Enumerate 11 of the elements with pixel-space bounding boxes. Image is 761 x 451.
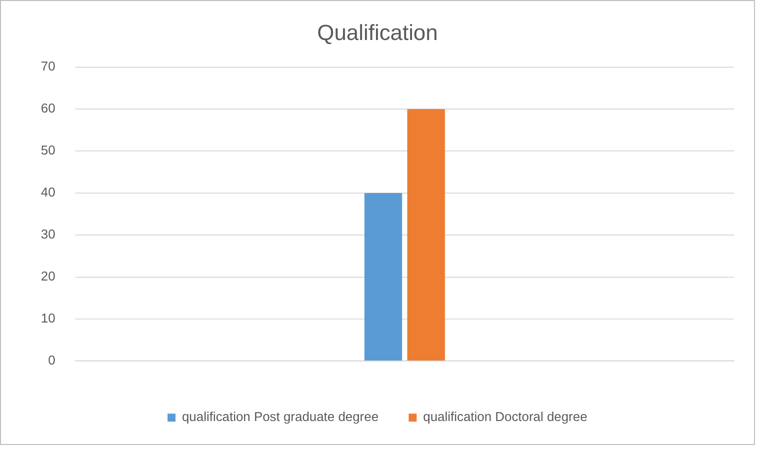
- y-tick-label: 70: [40, 58, 56, 74]
- y-tick-label: 50: [40, 142, 56, 158]
- chart-title: Qualification: [317, 20, 438, 46]
- y-tick-label: 0: [48, 352, 56, 368]
- y-tick-label: 10: [40, 310, 56, 326]
- y-tick-label: 30: [40, 226, 56, 242]
- y-tick-label: 40: [40, 184, 56, 200]
- legend-label: qualification Post graduate degree: [182, 409, 379, 424]
- y-tick-label: 20: [40, 268, 56, 284]
- y-tick-label: 60: [40, 100, 56, 116]
- legend-label: qualification Doctoral degree: [423, 409, 588, 424]
